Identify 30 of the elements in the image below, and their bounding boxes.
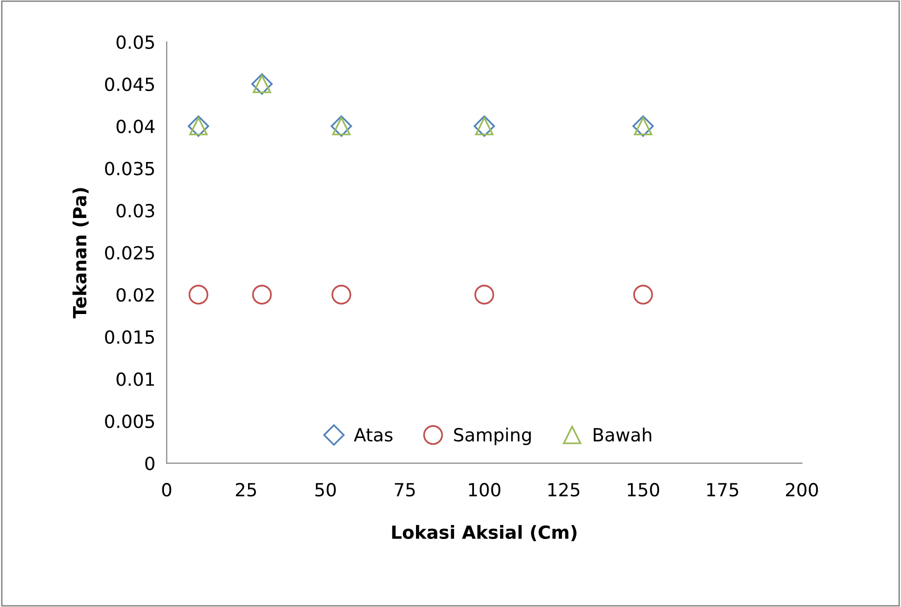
y-tick-label: 0.015 [105,330,154,344]
legend-label: Bawah [594,428,652,442]
y-tick-label: 0.005 [105,414,154,428]
x-tick-label: 25 [236,482,256,497]
x-axis-title: Lokasi Aksial (Cm) [392,525,576,542]
point [633,284,653,304]
x-tick-label: 100 [469,482,500,497]
point [332,284,352,304]
y-tick-label: 0.045 [105,77,154,92]
x-tick-label: 150 [628,482,660,497]
x-tick-label: 200 [786,482,818,497]
point [252,284,272,304]
x-tick-label: 75 [394,483,415,497]
legend-label: Atas [354,428,392,442]
x-tick-label: 125 [548,482,580,497]
x-tick-label: 50 [315,482,336,497]
y-tick-label: 0.025 [105,246,154,260]
point [474,284,494,304]
y-tick-label: 0.05 [116,35,154,49]
y-axis-title: Tekanan (Pa) [72,188,89,318]
x-tick-label: 0 [162,482,172,497]
x-tick-label: 175 [707,483,738,497]
legend-label: Samping [454,428,531,446]
point [188,284,208,304]
y-tick-label: 0.035 [105,162,154,176]
y-tick-label: 0.03 [116,204,154,218]
y-tick-label: 0.04 [116,120,155,134]
y-tick-label: 0.01 [116,372,154,386]
y-tick-label: 0.02 [116,288,154,302]
y-tick-label: 0 [145,456,154,470]
